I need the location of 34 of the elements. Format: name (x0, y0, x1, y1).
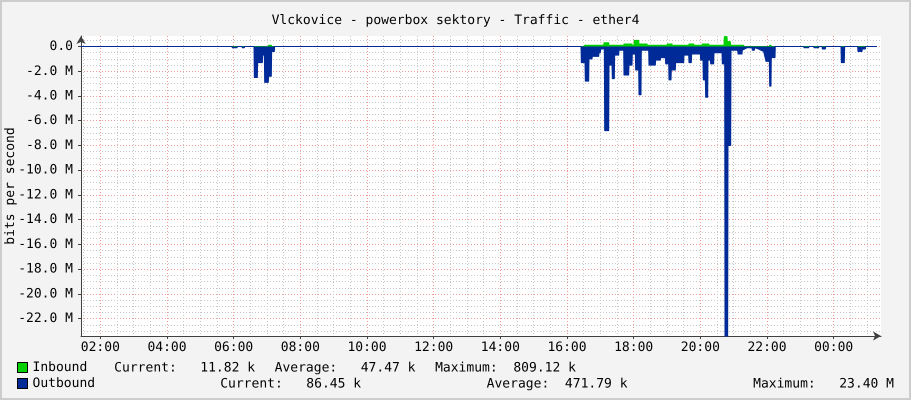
x-tick-label: 20:00 (680, 340, 720, 355)
y-tick-label: -16.0 M (18, 236, 74, 252)
legend-label: Outbound (32, 376, 96, 391)
x-tick-label: 10:00 (347, 340, 387, 355)
x-tick-label: 08:00 (280, 340, 320, 355)
x-tick-label: 00:00 (814, 340, 854, 355)
y-tick-label: -22.0 M (18, 311, 74, 326)
chart-title: Vlckovice - powerbox sektory - Traffic - ether4 (272, 13, 640, 28)
y-tick-label: -8.0 M (26, 138, 74, 153)
y-tick-label: -18.0 M (18, 262, 74, 277)
y-tick-label: -10.0 M (18, 162, 74, 178)
y-tick-label: -20.0 M (18, 286, 74, 302)
text: Maximum: 23.40 M (753, 376, 894, 392)
text: Current: 11.82 k (114, 360, 256, 376)
text: Maximum: 809.12 k (435, 360, 576, 376)
x-tick-label: 14:00 (480, 340, 520, 355)
y-tick-label: -12.0 M (18, 187, 74, 202)
y-tick-label: -2.0 M (26, 64, 74, 79)
y-tick-label: 0.0 (50, 39, 73, 54)
x-tick-label: 06:00 (214, 340, 254, 355)
text: Current: 86.45 k (220, 376, 362, 392)
text: Average: 471.79 k (486, 376, 628, 392)
x-tick-label: 16:00 (547, 340, 587, 355)
legend-label: Inbound (32, 360, 88, 375)
x-tick-label: 18:00 (614, 340, 654, 355)
x-tick-label: 22:00 (747, 340, 787, 355)
y-axis-title: bits per second (3, 127, 18, 245)
y-tick-label: -14.0 M (18, 212, 74, 228)
text: Average: 47.47 k (274, 360, 416, 376)
x-tick-label: 04:00 (147, 340, 187, 355)
x-tick-label: 02:00 (80, 340, 120, 355)
y-tick-label: -4.0 M (26, 88, 74, 104)
x-tick-label: 12:00 (414, 340, 454, 355)
y-tick-label: -6.0 M (26, 113, 74, 128)
